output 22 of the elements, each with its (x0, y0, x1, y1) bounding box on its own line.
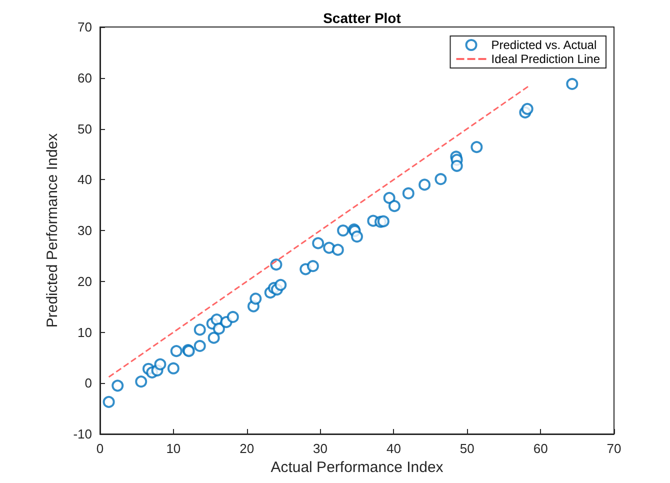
y-tick-label: 50 (78, 121, 92, 136)
x-tick-label: 70 (606, 441, 622, 456)
legend-label: Predicted vs. Actual (491, 38, 597, 52)
y-tick-label: 40 (78, 172, 92, 188)
x-tick-label: 20 (240, 441, 254, 456)
x-tick-label: 40 (386, 441, 401, 456)
x-tick-label: 60 (533, 441, 548, 456)
y-tick-label: 0 (84, 376, 92, 391)
x-tick-label: 30 (313, 441, 328, 456)
x-tick-label: 0 (96, 441, 104, 456)
y-tick-label: 70 (78, 20, 92, 34)
x-tick-label: 50 (460, 441, 474, 456)
legend-label: Ideal Prediction Line (491, 52, 600, 66)
y-tick-label: 30 (78, 223, 92, 238)
y-tick-label: 10 (78, 324, 92, 340)
x-tick-label: 10 (166, 441, 181, 456)
x-axis-title: Actual Performance Index (270, 458, 444, 476)
y-tick-label: -10 (73, 426, 92, 442)
y-axis-title: Predicted Performance Index (44, 132, 61, 328)
chart-title: Scatter Plot (323, 10, 402, 26)
y-tick-label: 60 (78, 70, 92, 86)
y-tick-label: 20 (78, 274, 92, 289)
